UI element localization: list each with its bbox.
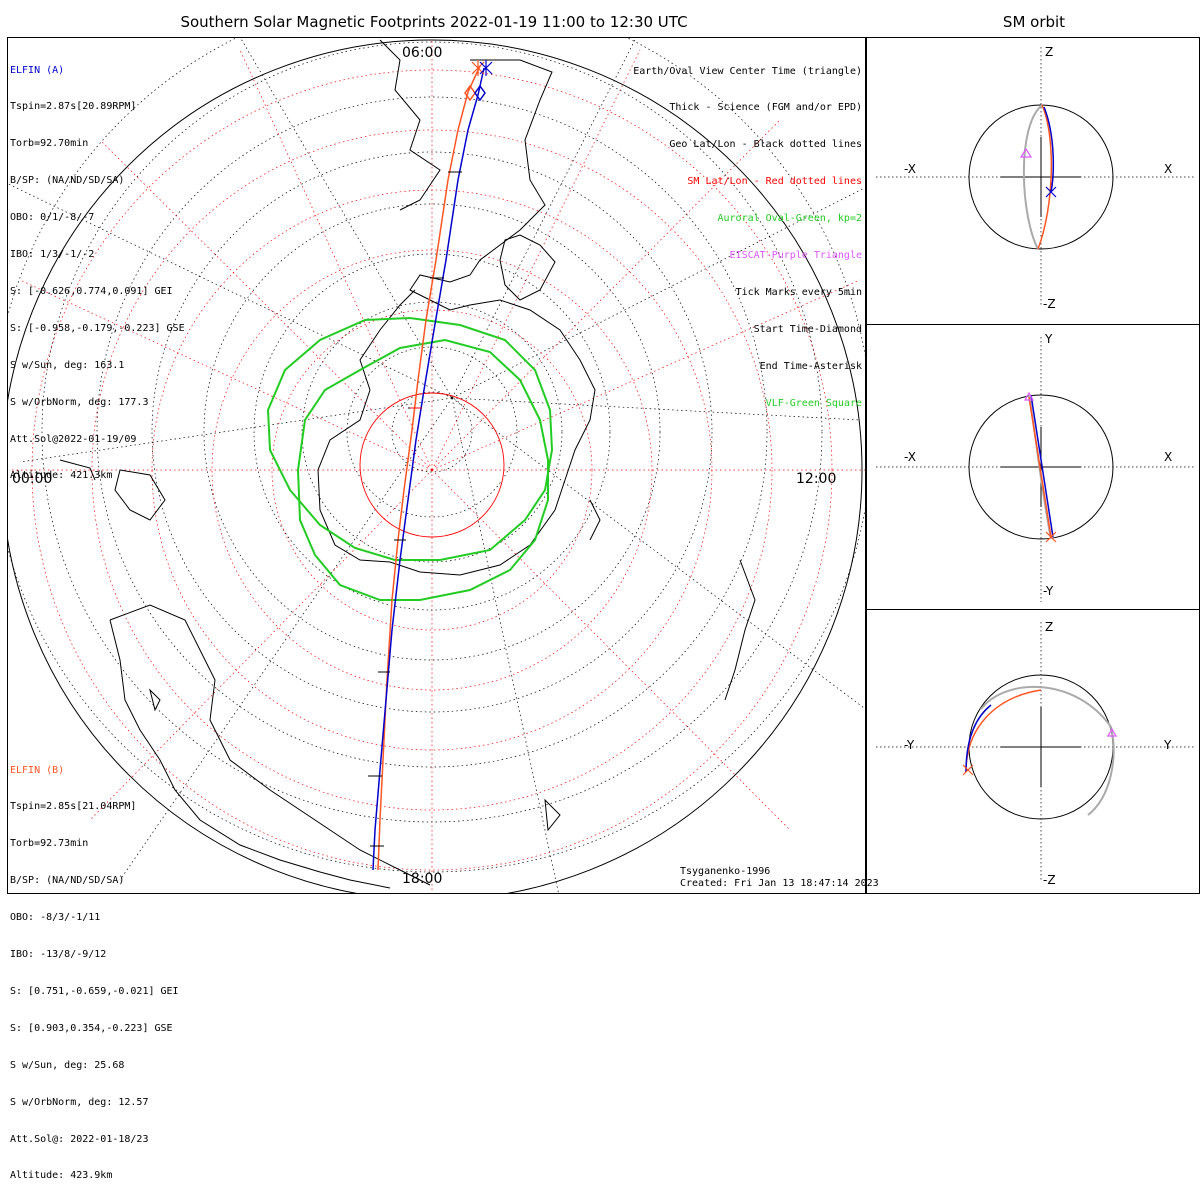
coastlines bbox=[59, 39, 756, 889]
elfin-a-line: S w/OrbNorm, deg: 177.3 bbox=[10, 396, 149, 408]
xy-down-label: -Y bbox=[1043, 584, 1054, 598]
elfin-b-line: Altitude: 423.9km bbox=[10, 1170, 113, 1182]
xz-right-label: X bbox=[1164, 162, 1173, 176]
legend-entry: Start Time-Diamond bbox=[753, 323, 862, 335]
legend-entry: Tick Marks every 5min bbox=[735, 286, 862, 298]
geo-longitude-grid bbox=[8, 38, 865, 893]
yz-up-label: Z bbox=[1045, 620, 1054, 634]
elfin-a-line: Tspin=2.87s[20.89RPM] bbox=[10, 101, 137, 113]
elfin-a-end-asterisk bbox=[479, 60, 493, 76]
xz-up-label: Z bbox=[1045, 45, 1054, 59]
elfin-b-line: S w/OrbNorm, deg: 12.57 bbox=[10, 1096, 149, 1108]
orbit-plots bbox=[876, 47, 1196, 882]
elfin-a-line: Torb=92.70min bbox=[10, 138, 89, 150]
elfin-a-start-diamond bbox=[474, 84, 486, 102]
elfin-b-line: Torb=92.73min bbox=[10, 838, 89, 850]
legend-entry: VLF-Green Square bbox=[765, 397, 862, 409]
elfin-b-line: Tspin=2.85s[21.04RPM] bbox=[10, 801, 137, 813]
orbit-xy-plot bbox=[876, 337, 1196, 602]
sm-pole-ring bbox=[359, 392, 505, 538]
elfin-a-name: ELFIN (A) bbox=[10, 64, 65, 76]
legend-entry: Auroral Oval-Green, kp=2 bbox=[717, 213, 863, 225]
elfin-a-line: S: [-0.626,0.774,0.091] GEI bbox=[10, 285, 173, 297]
elfin-b-line: OBO: -8/3/-1/11 bbox=[10, 912, 101, 924]
elfin-a-line: Att.Sol@2022-01-19/09 bbox=[10, 433, 137, 445]
orbit-xz-plot bbox=[876, 47, 1196, 307]
elfin-a-line: Altitude: 421.3km bbox=[10, 470, 113, 482]
xz-left-label: -X bbox=[904, 162, 916, 176]
elfin-a-line: OBO: 0/1/-8/-7 bbox=[10, 212, 95, 224]
elfin-a-line: S: [-0.958,-0.179,-0.223] GSE bbox=[10, 322, 185, 334]
footprint-map bbox=[8, 38, 865, 893]
legend: Earth/Oval View Center Time (triangle) T… bbox=[633, 41, 862, 422]
xy-up-label: Y bbox=[1045, 332, 1053, 346]
created-timestamp: Created: Fri Jan 13 18:47:14 2023 bbox=[680, 878, 879, 889]
hour-label-bottom: 18:00 bbox=[402, 871, 443, 887]
elfin-b-line: S w/Sun, deg: 25.68 bbox=[10, 1059, 125, 1071]
elfin-b-line: B/SP: (NA/ND/SD/SA) bbox=[10, 875, 125, 887]
yz-down-label: -Z bbox=[1043, 873, 1056, 887]
elfin-b-line: S: [0.751,-0.659,-0.021] GEI bbox=[10, 985, 179, 997]
legend-entry: Thick - Science (FGM and/or EPD) bbox=[669, 102, 862, 114]
hour-label-right: 12:00 bbox=[796, 471, 837, 487]
elfin-b-line: IBO: -13/8/-9/12 bbox=[10, 949, 107, 961]
elfin-b-start-diamond bbox=[464, 84, 476, 102]
legend-entry: Earth/Oval View Center Time (triangle) bbox=[633, 65, 862, 77]
globe-outline bbox=[8, 39, 863, 893]
hour-label-top: 06:00 bbox=[402, 45, 443, 61]
orbit-yz-plot bbox=[876, 622, 1196, 882]
page-title: Southern Solar Magnetic Footprints 2022-… bbox=[180, 13, 688, 31]
legend-entry: End Time-Asterisk bbox=[759, 360, 862, 372]
xy-right-label: X bbox=[1164, 450, 1173, 464]
elfin-b-line: Att.Sol@: 2022-01-18/23 bbox=[10, 1133, 149, 1145]
sm-orbit-title: SM orbit bbox=[1002, 13, 1066, 31]
xz-down-label: -Z bbox=[1043, 297, 1056, 311]
yz-right-label: Y bbox=[1164, 738, 1172, 752]
yz-left-label: -Y bbox=[904, 738, 915, 752]
legend-entry: SM Lat/Lon - Red dotted lines bbox=[687, 176, 862, 188]
auroral-oval bbox=[266, 316, 554, 601]
elfin-a-line: S w/Sun, deg: 163.1 bbox=[10, 359, 125, 371]
elfin-b-track bbox=[377, 65, 481, 871]
footprint-map-frame bbox=[7, 37, 866, 894]
elfin-a-info: ELFIN (A) Tspin=2.87s[20.89RPM] Torb=92.… bbox=[10, 40, 185, 495]
hour-label-left: 00:00 bbox=[12, 471, 53, 487]
elfin-a-line: B/SP: (NA/ND/SD/SA) bbox=[10, 175, 125, 187]
elfin-b-name: ELFIN (B) bbox=[10, 764, 65, 776]
elfin-b-info: ELFIN (B) Tspin=2.85s[21.04RPM] Torb=92.… bbox=[10, 740, 179, 1195]
elfin-a-line: IBO: 1/3/-1/-2 bbox=[10, 249, 95, 261]
legend-entry: EISCAT-Purple Triangle bbox=[729, 250, 862, 262]
elfin-a-track bbox=[372, 67, 485, 871]
model-label: Tsyganenko-1996 bbox=[680, 866, 771, 877]
xy-left-label: -X bbox=[904, 450, 916, 464]
elfin-b-line: S: [0.903,0.354,-0.223] GSE bbox=[10, 1022, 173, 1034]
legend-entry: Geo Lat/Lon - Black dotted lines bbox=[669, 139, 862, 151]
